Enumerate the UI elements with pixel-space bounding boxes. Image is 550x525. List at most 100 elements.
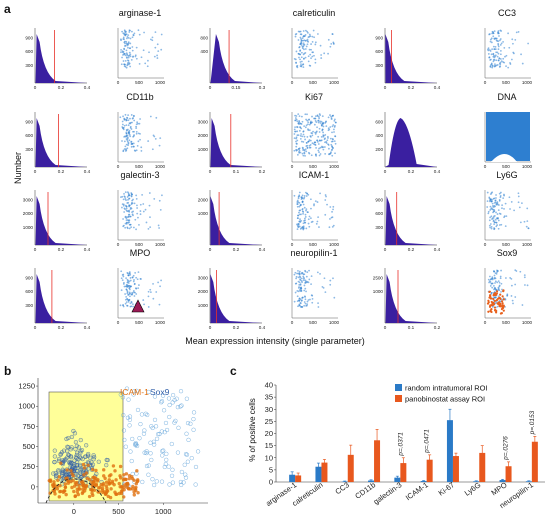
sox9-cell <box>72 431 78 436</box>
cell-point <box>491 217 494 220</box>
histogram-Sox9: 2500 1000 0 0.1 0.2 <box>373 268 441 330</box>
cell-point <box>312 51 315 54</box>
hist-xtick: 0.4 <box>259 247 266 252</box>
cell-point <box>161 194 163 197</box>
cell-point <box>491 202 494 205</box>
cell-point <box>125 207 128 210</box>
cell-point <box>131 276 134 279</box>
cell-point <box>144 208 147 211</box>
cell-point <box>295 61 297 64</box>
sox9-positive-point <box>500 312 503 315</box>
cell-point <box>152 297 155 300</box>
marker-name: MPO <box>130 248 151 258</box>
cell-point <box>145 221 148 224</box>
cell-point <box>488 33 491 36</box>
cell-point <box>128 285 130 287</box>
hist-xtick: 0 <box>34 247 37 252</box>
cell-point <box>491 66 494 69</box>
cell-point <box>498 192 501 195</box>
cell-point <box>128 122 131 125</box>
cell-point <box>334 121 337 124</box>
map-xtick: 500 <box>502 80 510 85</box>
cell-point <box>308 225 311 228</box>
cell-point <box>303 273 306 276</box>
cell-point <box>131 213 134 216</box>
cell-point <box>313 123 316 126</box>
cell-point <box>331 210 333 213</box>
cell-point <box>496 281 499 284</box>
cell-point <box>148 51 150 54</box>
cell-point <box>328 128 331 131</box>
hist-xtick: 0.2 <box>434 325 441 330</box>
icam1-cell <box>135 469 139 473</box>
cell-point <box>521 62 524 65</box>
cell-point <box>308 278 311 281</box>
sox9-cell <box>142 450 147 455</box>
histogram-CC3: 900 600 300 0 0.2 0.4 <box>375 28 441 90</box>
cell-point <box>499 65 502 68</box>
hist-bars <box>35 274 87 323</box>
cell-point <box>498 57 501 60</box>
cell-point <box>122 126 125 129</box>
sox9-cell <box>169 473 175 478</box>
cell-point <box>124 54 127 57</box>
cell-point <box>314 131 317 134</box>
cell-point <box>492 270 495 272</box>
cell-point <box>324 134 327 136</box>
cell-point <box>296 300 299 303</box>
cell-point <box>307 222 310 225</box>
cell-point <box>321 129 324 132</box>
cell-point <box>139 132 141 135</box>
cell-point <box>304 154 306 157</box>
cell-point <box>302 226 305 229</box>
cell-point <box>136 121 139 124</box>
hist-xtick: 0.1 <box>408 325 415 330</box>
cell-point <box>494 199 497 202</box>
cell-point <box>157 224 160 227</box>
sox9-cell <box>159 429 164 434</box>
cell-point <box>304 52 307 54</box>
hist-ytick: 300 <box>25 147 33 152</box>
cell-point <box>499 38 502 40</box>
cell-point <box>318 147 320 150</box>
cell-point <box>300 63 302 66</box>
cell-point <box>322 131 324 134</box>
cell-point <box>313 54 315 57</box>
hist-ytick: 900 <box>375 35 383 40</box>
icam1-cell <box>102 474 106 478</box>
cell-point <box>317 216 320 219</box>
legend-icam1: ICAM-1 <box>120 387 149 397</box>
cell-point <box>121 274 124 276</box>
cell-point <box>298 115 301 118</box>
sox9-cell <box>170 480 175 485</box>
sox9-positive-point <box>493 292 496 296</box>
cell-point <box>121 30 124 33</box>
cell-point <box>127 282 130 284</box>
sox9-cell <box>179 403 184 408</box>
cell-point <box>122 150 125 153</box>
sox9-positive-point <box>495 292 498 295</box>
cell-point <box>122 275 125 278</box>
cell-point <box>126 289 129 292</box>
cell-point <box>297 195 300 198</box>
cell-point <box>333 140 336 143</box>
cell-point <box>124 30 126 33</box>
cell-point <box>130 301 133 304</box>
cell-point <box>155 116 158 119</box>
cell-point <box>130 305 133 308</box>
spatial-map-Ly6G: Ly6G 0 500 1000 <box>484 170 533 247</box>
hist-ytick: 600 <box>375 49 383 54</box>
cell-point <box>497 219 500 222</box>
cell-point <box>123 207 126 210</box>
cell-point <box>492 211 494 214</box>
cell-point <box>132 226 135 229</box>
cell-point <box>132 115 135 118</box>
b-ytick: 250 <box>22 462 35 471</box>
cell-point <box>152 134 155 137</box>
sox9-cell <box>184 396 189 401</box>
cell-point <box>503 194 505 197</box>
hist-xtick: 0.2 <box>408 247 415 252</box>
histogram-arginase-1: 900 600 300 0 0.2 0.4 <box>25 28 91 90</box>
cell-point <box>325 125 328 128</box>
cell-point <box>498 224 501 226</box>
